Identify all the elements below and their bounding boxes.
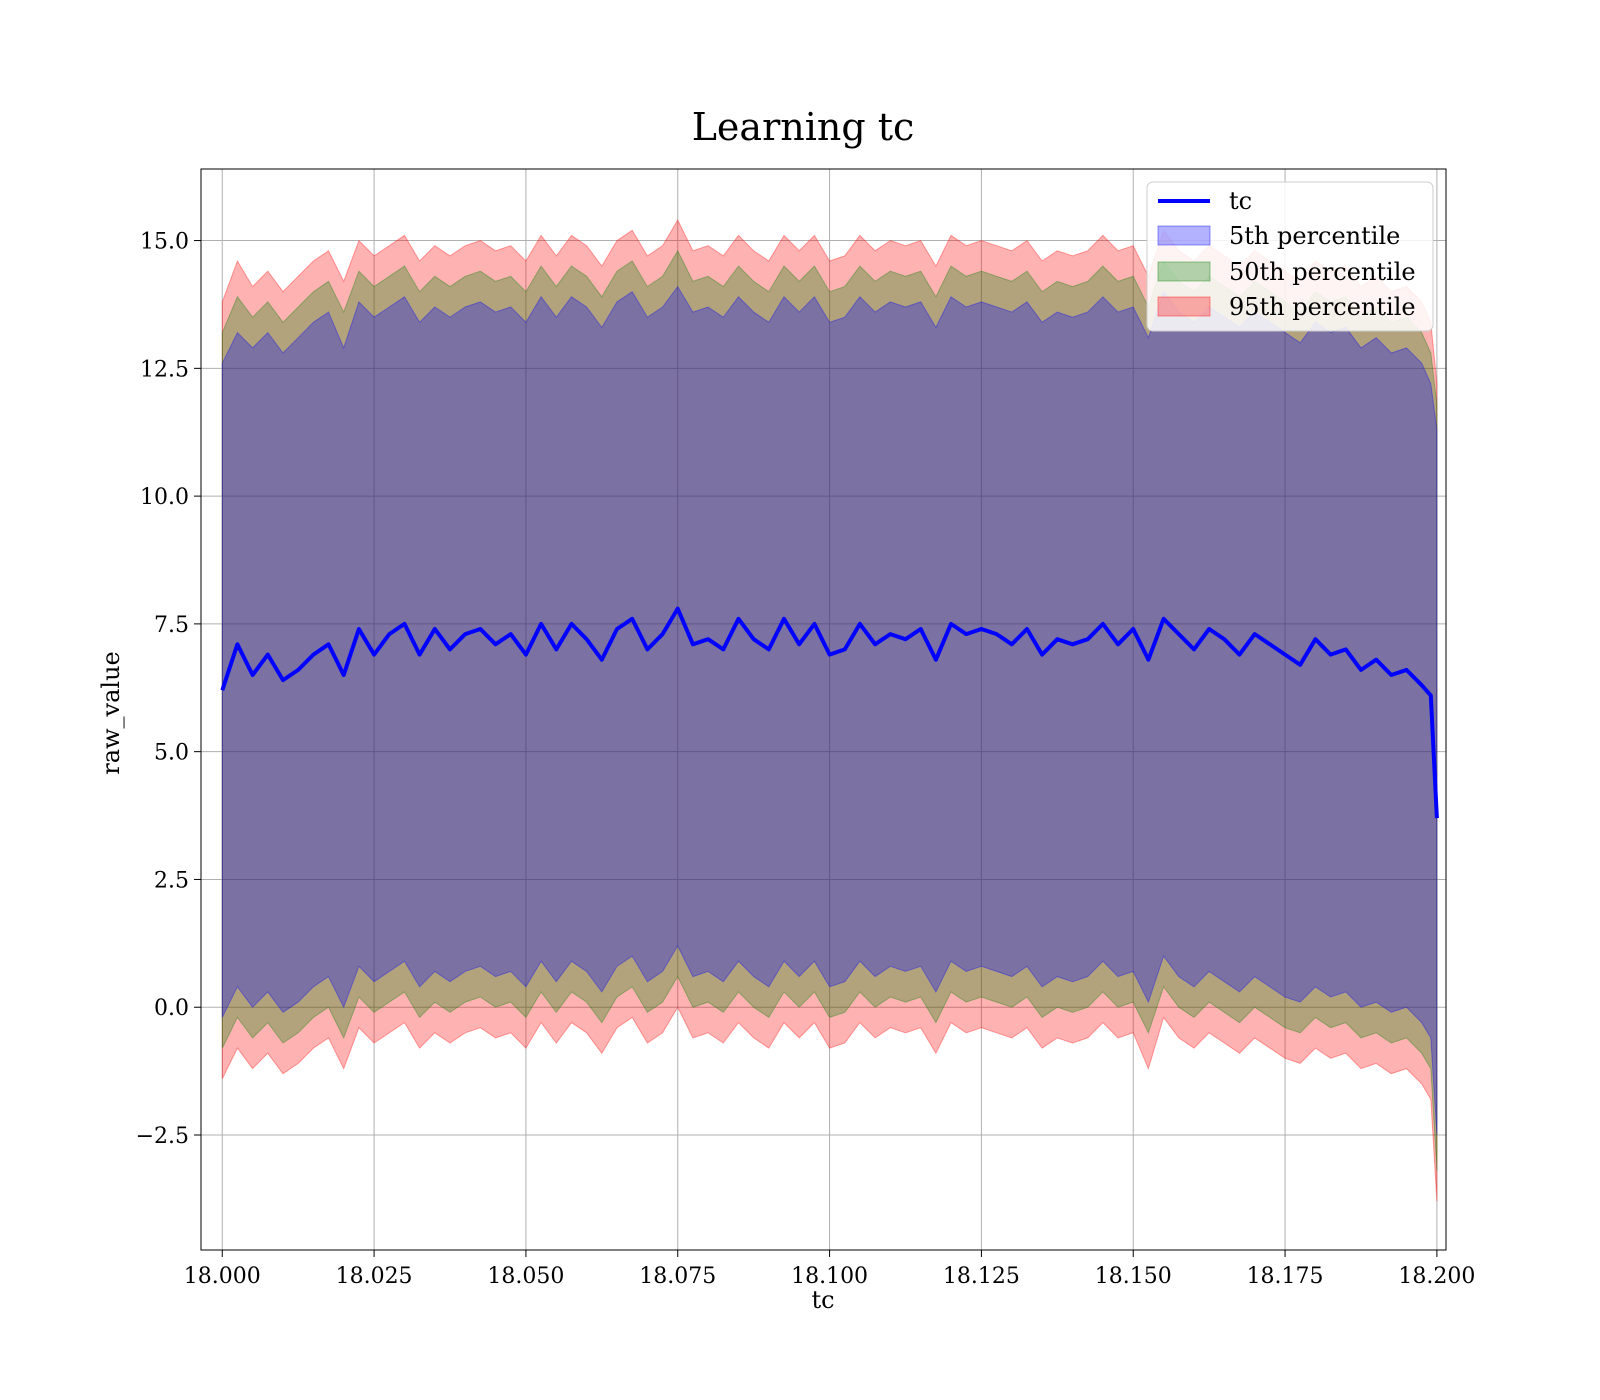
x-tick-label: 18.125 (943, 1264, 1020, 1289)
y-tick-label: 2.5 (154, 868, 189, 893)
x-axis-ticks: 18.000 18.025 18.050 18.075 18.100 18.125 18.1… (184, 1250, 1475, 1289)
legend-swatch-50th (1157, 261, 1211, 282)
legend-label-tc: tc (1229, 187, 1252, 215)
y-tick-label: 10.0 (140, 485, 189, 510)
legend-label-5th: 5th percentile (1229, 222, 1400, 250)
x-tick-label: 18.075 (639, 1264, 716, 1289)
legend-label-95th: 95th percentile (1229, 293, 1416, 321)
y-tick-label: 7.5 (154, 613, 189, 638)
percentile-bands (221, 219, 1438, 1202)
y-axis-ticks: −2.5 0.0 2.5 5.0 7.5 10.0 12.5 15.0 (136, 230, 201, 1149)
chart-title: Learning tc (692, 105, 915, 149)
legend: tc 5th percentile 50th percentile 95th p… (1146, 181, 1434, 332)
band-5th-percentile (221, 285, 1438, 1136)
x-tick-label: 18.000 (184, 1264, 261, 1289)
y-tick-label: 12.5 (140, 357, 189, 382)
x-tick-label: 18.100 (791, 1264, 868, 1289)
legend-frame (1146, 181, 1434, 332)
x-tick-label: 18.200 (1398, 1264, 1475, 1289)
x-tick-label: 18.050 (487, 1264, 564, 1289)
tc-line (220, 606, 1439, 819)
y-tick-label: −2.5 (136, 1124, 189, 1149)
y-tick-label: 15.0 (140, 230, 189, 255)
band-95th-percentile (221, 219, 1438, 1202)
y-axis-label: raw_value (97, 651, 125, 775)
grid-lines (201, 169, 1446, 1250)
x-tick-label: 18.025 (336, 1264, 413, 1289)
tc-line-layer (220, 606, 1439, 819)
plot-area-frame (200, 168, 1447, 1251)
x-axis-label: tc (811, 1286, 834, 1314)
legend-swatch-95th (1157, 296, 1211, 317)
x-tick-label: 18.150 (1095, 1264, 1172, 1289)
x-tick-label: 18.175 (1247, 1264, 1324, 1289)
y-tick-label: 0.0 (154, 996, 189, 1021)
y-tick-label: 5.0 (154, 741, 189, 766)
legend-label-50th: 50th percentile (1229, 258, 1416, 286)
legend-swatch-5th (1157, 225, 1211, 246)
band-50th-percentile (221, 249, 1438, 1171)
